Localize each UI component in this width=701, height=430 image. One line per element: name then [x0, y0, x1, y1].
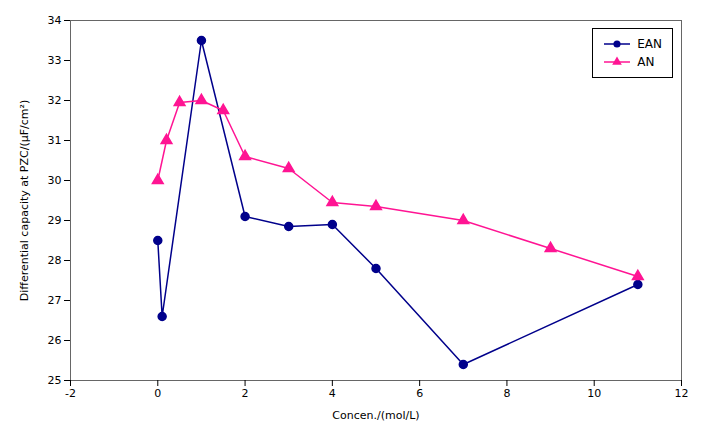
svg-text:Differential capacity at PZC/(: Differential capacity at PZC/(μF/cm²)	[18, 100, 31, 301]
svg-text:34: 34	[48, 14, 62, 27]
svg-text:2: 2	[242, 387, 249, 400]
html-text:EAN: EAN	[637, 37, 662, 51]
svg-text:27: 27	[48, 294, 62, 307]
svg-text:26: 26	[48, 334, 62, 347]
svg-text:25: 25	[48, 374, 62, 387]
svg-text:29: 29	[48, 214, 62, 227]
svg-text:12: 12	[675, 387, 689, 400]
svg-text:28: 28	[48, 254, 62, 267]
svg-text:10: 10	[587, 387, 601, 400]
svg-text:32: 32	[48, 94, 62, 107]
svg-text:8: 8	[503, 387, 510, 400]
html-text:AN: AN	[637, 55, 655, 69]
svg-text:Concen./(mol/L): Concen./(mol/L)	[332, 409, 419, 422]
svg-text:33: 33	[48, 54, 62, 67]
svg-text:0: 0	[154, 387, 161, 400]
svg-text:4: 4	[329, 387, 336, 400]
svg-text:30: 30	[48, 174, 62, 187]
svg-text:6: 6	[416, 387, 423, 400]
svg-text:-2: -2	[65, 387, 76, 400]
svg-text:31: 31	[48, 134, 62, 147]
